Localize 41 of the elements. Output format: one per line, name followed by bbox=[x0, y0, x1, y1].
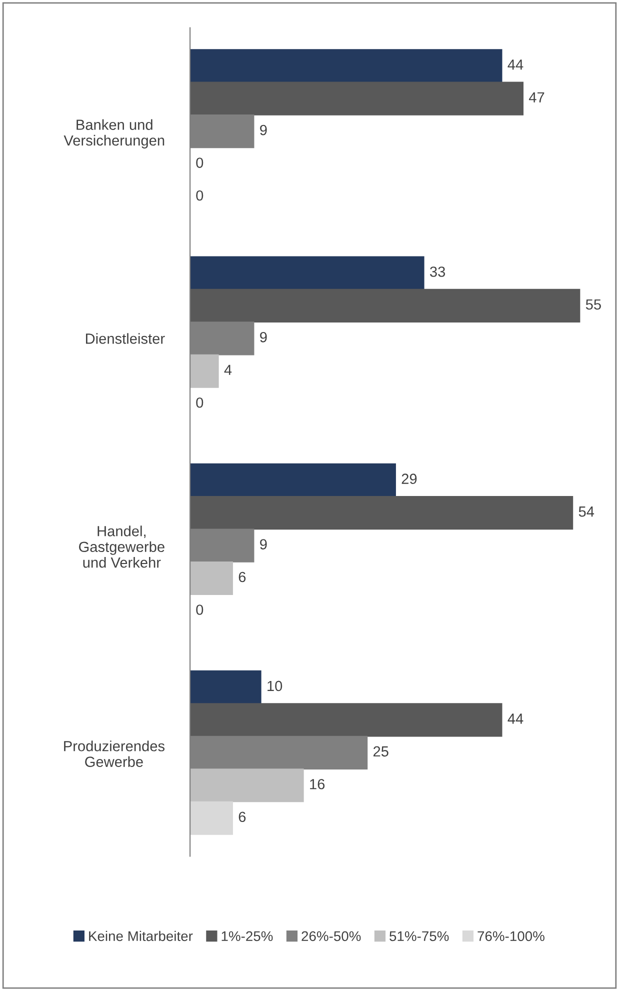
legend-label: 1%-25% bbox=[222, 931, 273, 942]
bar bbox=[190, 288, 580, 322]
data-label: 0 bbox=[196, 604, 204, 615]
y-tick-label: Banken und Versicherungen bbox=[64, 119, 164, 149]
legend-label: 26%-50% bbox=[302, 931, 361, 942]
data-label: 9 bbox=[260, 539, 267, 550]
legend-label: Keine Mitarbeiter bbox=[89, 930, 193, 942]
data-label: 4 bbox=[224, 364, 232, 375]
data-label: 10 bbox=[268, 680, 282, 692]
data-label: 44 bbox=[508, 714, 524, 724]
data-label: 55 bbox=[586, 299, 601, 310]
data-label: 44 bbox=[508, 60, 524, 70]
data-label: 0 bbox=[196, 190, 204, 201]
bar bbox=[190, 463, 396, 497]
data-label: 16 bbox=[310, 778, 325, 790]
y-tick-label: Dienstleister bbox=[86, 333, 165, 344]
bar bbox=[190, 801, 233, 835]
data-label: 9 bbox=[260, 332, 267, 342]
y-tick-label: Handel, Gastgewerbe und Verkehr bbox=[79, 526, 164, 568]
legend-label: 51%-75% bbox=[390, 931, 449, 942]
data-label: 6 bbox=[238, 812, 246, 822]
bar bbox=[190, 768, 304, 802]
bar bbox=[190, 496, 574, 530]
data-label: 6 bbox=[238, 572, 246, 582]
data-label: 47 bbox=[528, 92, 544, 102]
data-label: 9 bbox=[260, 124, 267, 136]
bar bbox=[190, 703, 502, 737]
bar bbox=[190, 256, 424, 290]
y-tick-label: Produzierendes Gewerbe bbox=[64, 740, 165, 768]
bar bbox=[190, 561, 233, 596]
data-label: 54 bbox=[578, 506, 594, 517]
data-label: 0 bbox=[196, 397, 204, 408]
data-label: 33 bbox=[430, 266, 446, 277]
legend-label: 76%-100% bbox=[478, 931, 544, 942]
data-label: 0 bbox=[196, 158, 204, 168]
data-label: 29 bbox=[402, 474, 417, 484]
data-label: 25 bbox=[373, 746, 388, 757]
bar bbox=[190, 82, 524, 116]
bar bbox=[190, 354, 219, 388]
bar bbox=[190, 49, 502, 83]
bar bbox=[190, 670, 262, 704]
